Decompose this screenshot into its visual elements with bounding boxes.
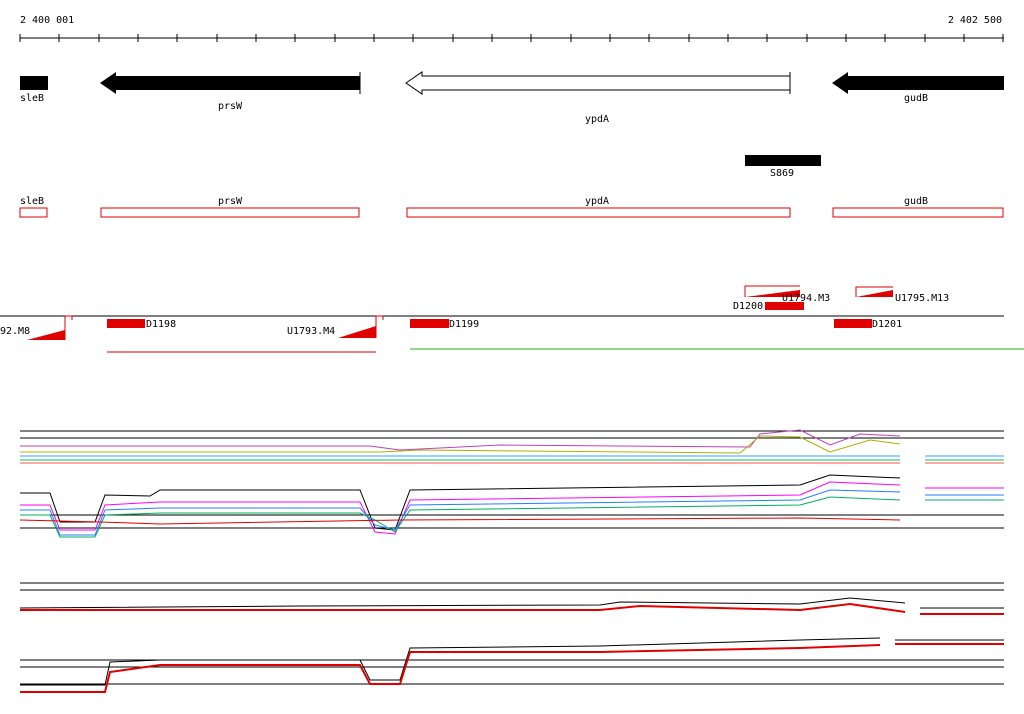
ruler-start: 2 400 001 (20, 15, 74, 26)
box-label: gudB (904, 196, 928, 207)
gene-label: sleB (20, 93, 44, 104)
segment-label: D1201 (872, 319, 902, 330)
box-label: ypdA (585, 196, 609, 207)
gene-label: gudB (904, 93, 928, 104)
segment-label: U1795.M13 (895, 293, 949, 304)
segment-label: D1200 (733, 301, 763, 312)
segment-label: U1794.M3 (782, 293, 830, 304)
feature-label: S869 (770, 168, 794, 179)
segment-label: U1793.M4 (287, 326, 335, 337)
gene-label: ypdA (585, 114, 609, 125)
segment-label: D1198 (146, 319, 176, 330)
ruler-end: 2 402 500 (948, 15, 1002, 26)
segments-track (0, 285, 1024, 353)
ruler (19, 34, 1004, 42)
segment-label: D1199 (449, 319, 479, 330)
box-label: sleB (20, 196, 44, 207)
segment-label: 92.M8 (0, 326, 30, 337)
gene-label: prsW (218, 101, 243, 112)
feature-box (745, 155, 821, 166)
box-label: prsW (218, 196, 243, 207)
profile-lines (19, 429, 1004, 693)
gene-boxes (19, 207, 1004, 218)
gene-arrows (20, 71, 1004, 95)
